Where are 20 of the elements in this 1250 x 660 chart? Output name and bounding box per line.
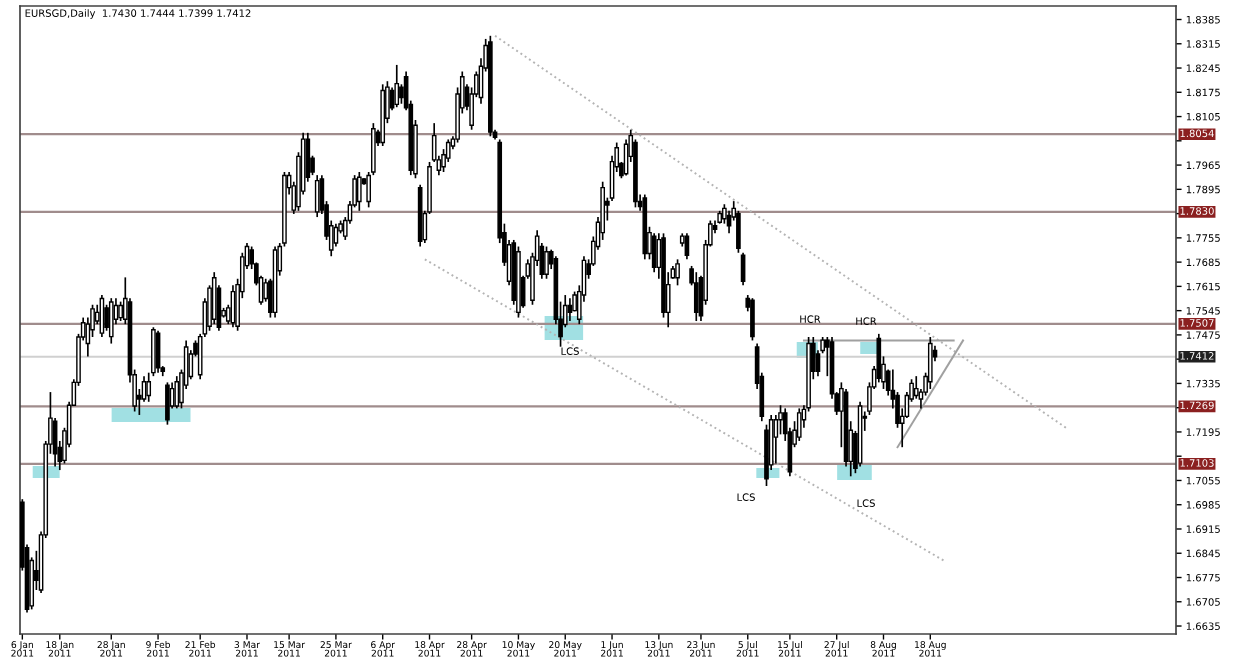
- candlestick: [796, 407, 802, 442]
- candlestick: [394, 64, 400, 109]
- candlestick: [675, 258, 680, 287]
- candlestick: [211, 271, 217, 325]
- candlestick: [693, 271, 699, 322]
- candlestick: [544, 245, 549, 280]
- candlestick: [108, 297, 114, 345]
- candlestick: [104, 303, 109, 332]
- candlestick: [750, 297, 755, 342]
- candlestick: [684, 232, 690, 261]
- candlestick: [356, 171, 362, 212]
- candlestick: [736, 209, 741, 254]
- candlestick: [314, 174, 320, 218]
- candlestick: [913, 375, 919, 400]
- candlestick: [927, 336, 933, 390]
- candlestick: [165, 381, 170, 426]
- candlestick: [399, 83, 404, 105]
- candlestick: [722, 203, 727, 225]
- candlestick: [876, 333, 882, 384]
- candlestick: [174, 375, 180, 410]
